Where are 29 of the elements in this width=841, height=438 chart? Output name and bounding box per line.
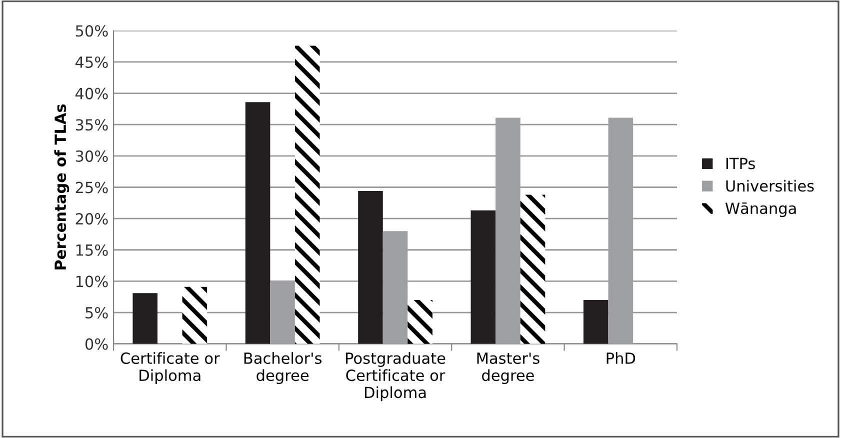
x-tick-label: PhD (606, 352, 636, 364)
x-tick-label: Postgraduate Certificate or Diploma (346, 352, 446, 402)
x-tick-label: Bachelor's degree (244, 352, 322, 384)
bar (132, 293, 158, 344)
y-tick-label: 30% (76, 150, 108, 162)
y-tick-label: 50% (76, 25, 108, 37)
y-axis-title: Percentage of TLAs (54, 104, 70, 270)
y-tick-label: 10% (76, 276, 108, 288)
bar (583, 300, 608, 344)
y-tick-label: 20% (76, 213, 108, 225)
y-tick-label: 5% (86, 306, 108, 319)
bar (358, 191, 383, 344)
bar (408, 300, 432, 344)
y-tick-label: 15% (76, 244, 108, 256)
bar (245, 102, 270, 344)
y-tick-label: 0% (85, 338, 108, 350)
bar (470, 210, 496, 344)
bar (520, 194, 546, 344)
legend-label: Wānanga (725, 202, 796, 218)
legend-label: Universities (726, 180, 814, 192)
bar (294, 46, 320, 344)
x-tick-label: Master's degree (477, 352, 540, 384)
y-tick-label: 45% (75, 56, 108, 68)
legend-label: ITPs (726, 158, 755, 170)
y-tick-label: 35% (76, 119, 108, 131)
y-tick-label: 40% (75, 88, 108, 100)
y-tick-label: 25% (76, 182, 108, 194)
x-tick-label: Certificate or Diploma (120, 352, 220, 384)
bar (182, 286, 208, 344)
